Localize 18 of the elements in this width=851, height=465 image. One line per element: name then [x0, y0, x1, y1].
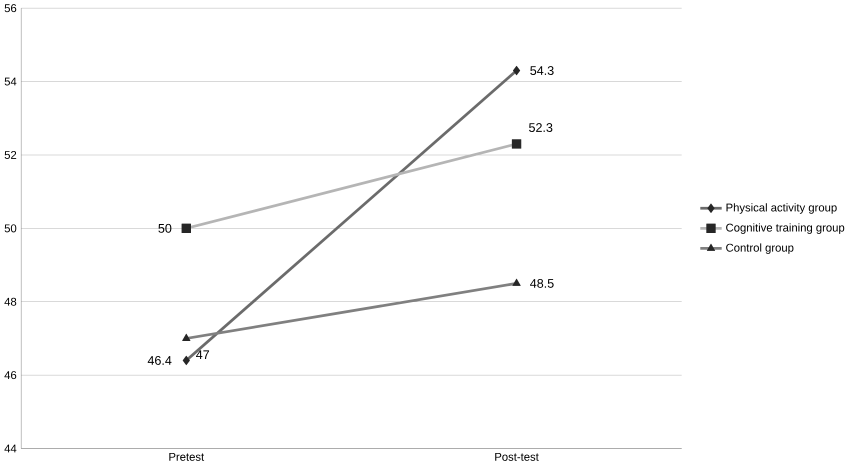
- x-tick-label: Post-test: [495, 452, 539, 461]
- data-label: 50: [158, 224, 172, 233]
- y-tick-label: 56: [4, 4, 16, 12]
- y-tick-label: 46: [4, 371, 16, 380]
- legend-label: Control group: [726, 243, 794, 254]
- legend-label: Physical activity group: [726, 203, 837, 214]
- legend-label: Cognitive training group: [726, 223, 844, 234]
- y-tick-label: 48: [4, 298, 16, 306]
- y-tick-label: 50: [4, 224, 16, 232]
- data-label: 47: [196, 350, 210, 360]
- y-tick-label: 44: [4, 444, 16, 452]
- data-label: 48.5: [530, 278, 554, 288]
- data-label: 54.3: [530, 66, 554, 75]
- data-label: 46.4: [148, 356, 172, 365]
- y-tick-label: 52: [4, 150, 16, 159]
- data-label: 52.3: [529, 123, 552, 132]
- x-tick-label: Pretest: [169, 452, 204, 461]
- y-tick-label: 54: [4, 78, 16, 86]
